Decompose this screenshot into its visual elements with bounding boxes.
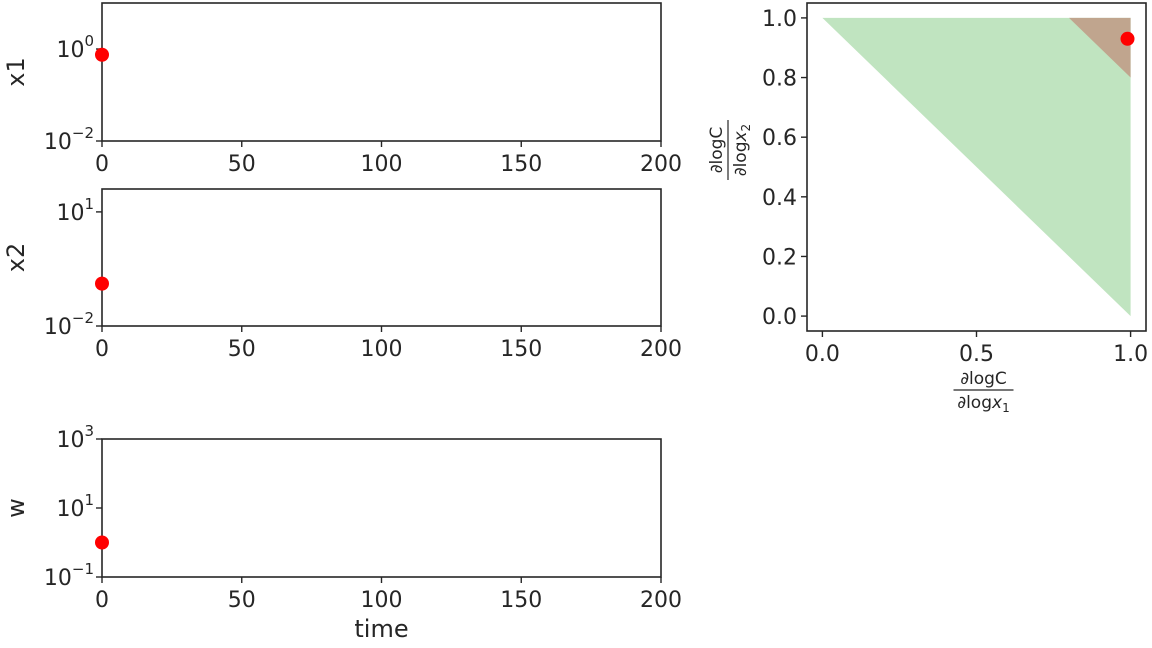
y-axis-label: x1 <box>2 57 30 86</box>
x-tick-label: 0 <box>95 152 109 177</box>
y-tick-label-base: 10 <box>56 201 84 226</box>
y-tick-label-base: 10 <box>56 38 84 63</box>
panel-sensitivity: 0.0 0.5 1.00.00.20.40.60.81.0∂logC∂logx1∂l… <box>707 2 1148 415</box>
x-tick-label: 200 <box>640 588 682 613</box>
y-tick-label-exponent: −1 <box>72 560 94 578</box>
y-tick-label: 103 <box>56 422 94 453</box>
y-tick-label: 1.0 <box>762 7 797 32</box>
x-tick-label: 200 <box>640 337 682 362</box>
denominator-variable: x <box>991 393 1003 413</box>
x-axis-label-denominator: ∂logx1 <box>957 393 1009 415</box>
x-tick-label: 50 <box>228 152 256 177</box>
data-point <box>95 47 109 62</box>
y-tick-label-exponent: 1 <box>84 195 94 213</box>
denominator-subscript: 1 <box>1002 401 1010 415</box>
y-tick-label-exponent: 3 <box>84 422 94 440</box>
y-tick-label: 0.2 <box>762 245 797 270</box>
y-axis-label: w <box>2 498 30 518</box>
y-tick-label: 100 <box>56 32 94 63</box>
y-axis-label-denominator: ∂logx2 <box>731 124 753 176</box>
y-tick-label-exponent: −2 <box>72 309 94 327</box>
x-tick-label: 100 <box>361 337 403 362</box>
y-tick-label: 101 <box>56 491 94 522</box>
y-tick-label-exponent: 1 <box>84 491 94 509</box>
data-point <box>95 276 109 291</box>
y-tick-label: 0.4 <box>762 186 797 211</box>
x-tick-label: 150 <box>500 337 542 362</box>
x-tick-label: 0.0 <box>805 342 840 367</box>
y-tick-label-exponent: −2 <box>72 124 94 142</box>
denominator-main: ∂log <box>957 393 992 413</box>
x-tick-label: 0 <box>95 337 109 362</box>
x-tick-label: 200 <box>640 152 682 177</box>
y-tick-label: 10−2 <box>44 309 94 340</box>
x-axis-label-numerator: ∂logC <box>960 369 1007 389</box>
y-axis-label: x2 <box>2 243 30 272</box>
y-tick-label-base: 10 <box>44 315 72 340</box>
y-tick-label-exponent: 0 <box>84 32 94 50</box>
x-axis-label: ∂logC ∂logx1 <box>953 369 1014 415</box>
y-tick-label: 0.6 <box>762 126 797 151</box>
data-point <box>1120 31 1135 46</box>
x-tick-label: 1.0 <box>1113 342 1148 367</box>
y-tick-label: 101 <box>56 195 94 226</box>
x-tick-label: 50 <box>228 337 256 362</box>
y-tick-label: 10−2 <box>44 124 94 155</box>
y-tick-label: 0.0 <box>762 305 797 330</box>
y-tick-label-base: 10 <box>56 497 84 522</box>
y-tick-label-base: 10 <box>44 566 72 591</box>
x-tick-label: 100 <box>361 588 403 613</box>
x-tick-label: 0.5 <box>959 342 994 367</box>
feasible-region <box>822 17 1131 317</box>
x-tick-label: 150 <box>500 588 542 613</box>
y-axis-label: ∂logC ∂logx2 <box>707 120 753 180</box>
x-tick-label: 0 <box>95 588 109 613</box>
x-tick-label: 50 <box>228 588 256 613</box>
denominator-variable: x <box>731 130 751 142</box>
x-axis-label: time <box>354 615 408 643</box>
y-tick-label-base: 10 <box>56 428 84 453</box>
x-tick-label: 150 <box>500 152 542 177</box>
optimal-region <box>1069 17 1131 78</box>
plot-frame <box>101 188 662 327</box>
y-axis-label-numerator: ∂logC <box>707 127 727 174</box>
y-tick-label: 0.8 <box>762 67 797 92</box>
plot-frame <box>101 438 662 578</box>
denominator-main: ∂log <box>731 141 751 176</box>
y-tick-label: 10−1 <box>44 560 94 591</box>
data-point <box>95 535 109 550</box>
x-tick-label: 100 <box>361 152 403 177</box>
plot-frame <box>101 2 662 142</box>
y-tick-label-base: 10 <box>44 130 72 155</box>
denominator-subscript: 2 <box>739 124 753 132</box>
